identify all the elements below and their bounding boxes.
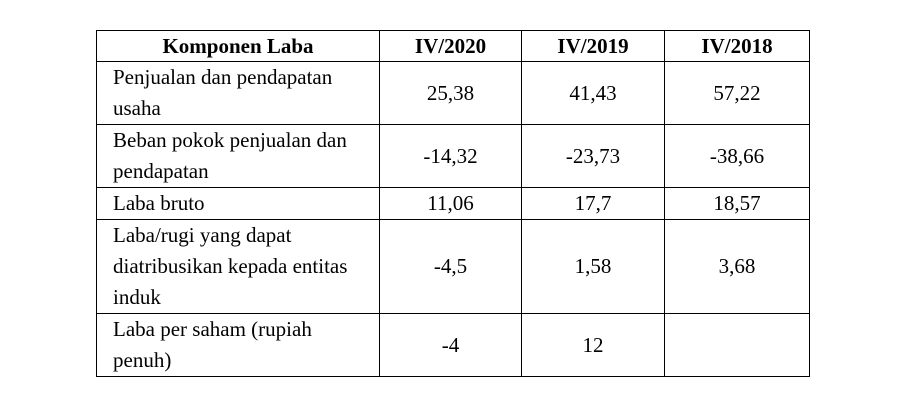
table-row: Laba per saham (rupiah penuh) -4 12	[96, 313, 810, 377]
cell-2020: -14,32	[379, 124, 522, 188]
cell-2019: -23,73	[521, 124, 665, 188]
table-row: Beban pokok penjualan dan pendapatan -14…	[96, 124, 810, 188]
cell-2019: 17,7	[521, 187, 665, 220]
row-label: Beban pokok penjualan dan pendapatan	[96, 124, 380, 188]
profit-components-table: Komponen Laba IV/2020 IV/2019 IV/2018 Pe…	[96, 30, 810, 377]
cell-2019: 12	[521, 313, 665, 377]
cell-2020: 11,06	[379, 187, 522, 220]
cell-2018	[664, 313, 810, 377]
cell-2018: 57,22	[664, 61, 810, 125]
row-label: Laba bruto	[96, 187, 380, 220]
table-row: Penjualan dan pendapatan usaha 25,38 41,…	[96, 61, 810, 125]
row-label: Laba/rugi yang dapat diatribusikan kepad…	[96, 219, 380, 314]
cell-2020: 25,38	[379, 61, 522, 125]
row-label: Penjualan dan pendapatan usaha	[96, 61, 380, 125]
cell-2019: 41,43	[521, 61, 665, 125]
cell-2020: -4	[379, 313, 522, 377]
row-label: Laba per saham (rupiah penuh)	[96, 313, 380, 377]
column-header-2018: IV/2018	[664, 30, 810, 62]
cell-2018: -38,66	[664, 124, 810, 188]
column-header-2019: IV/2019	[521, 30, 665, 62]
table-row: Laba bruto 11,06 17,7 18,57	[96, 187, 810, 220]
table-row: Laba/rugi yang dapat diatribusikan kepad…	[96, 219, 810, 314]
column-header-komponen: Komponen Laba	[96, 30, 380, 62]
table-header-row: Komponen Laba IV/2020 IV/2019 IV/2018	[96, 30, 810, 62]
column-header-2020: IV/2020	[379, 30, 522, 62]
cell-2018: 3,68	[664, 219, 810, 314]
cell-2018: 18,57	[664, 187, 810, 220]
cell-2020: -4,5	[379, 219, 522, 314]
cell-2019: 1,58	[521, 219, 665, 314]
